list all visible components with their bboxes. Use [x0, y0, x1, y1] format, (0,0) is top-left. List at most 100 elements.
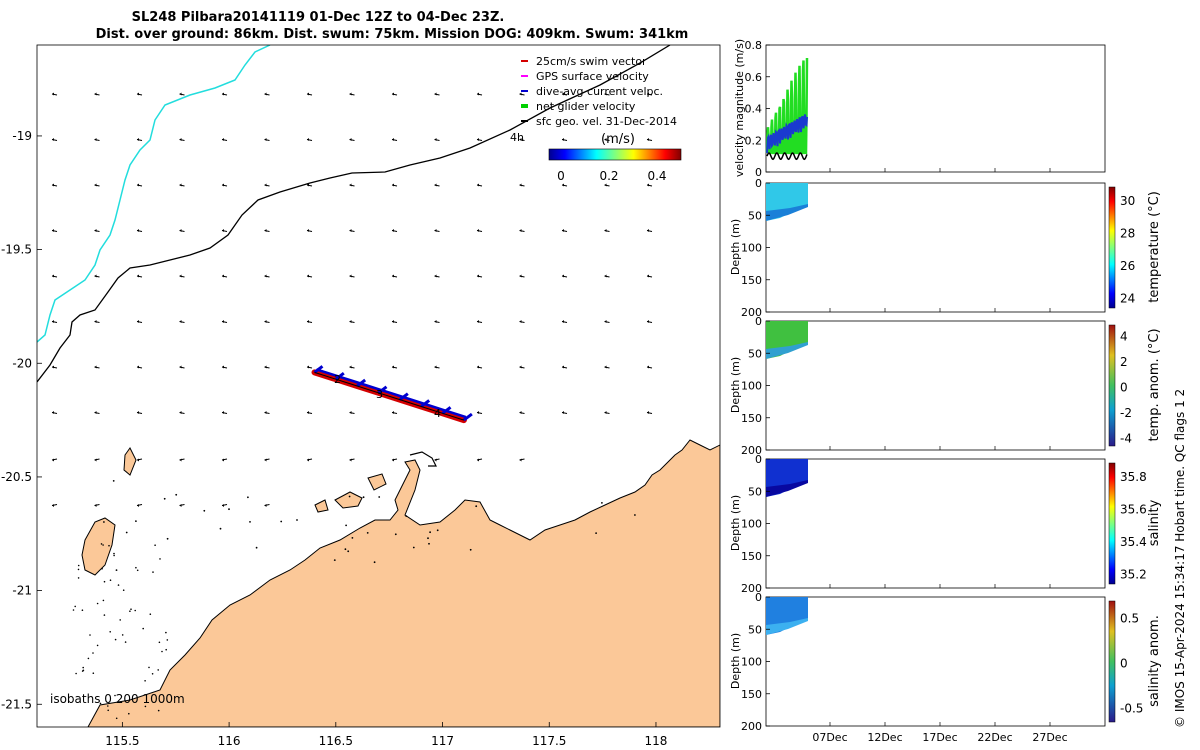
time-axis-ticks: 07Dec 12Dec 17Dec 22Dec 27Dec: [812, 168, 1068, 744]
series-sfc-velocity: [766, 152, 808, 161]
profile-data-deep: [766, 480, 808, 497]
day-label-2: 2: [334, 373, 341, 386]
profile-ytick: 0: [755, 315, 762, 328]
time-tick-3: 22Dec: [977, 731, 1012, 744]
profile-cbtick: 4: [1120, 330, 1128, 344]
profile-cblabel: temp. anom. (°C): [1147, 328, 1162, 441]
legend-entry-1: GPS surface velocity: [536, 70, 649, 83]
velocity-ylabel: velocity magnitude (m/s): [733, 39, 746, 177]
time-tick-4: 27Dec: [1032, 731, 1067, 744]
profile-panel-salinity-anom: 0 50 100 150 200 Depth (m) -0.5 0 0.5 salinity an…: [729, 591, 1162, 733]
profile-cbtick: -4: [1120, 431, 1132, 445]
profile-cbtick: 35.6: [1120, 502, 1147, 516]
profile-ylabel: Depth (m): [729, 495, 742, 551]
map-ytick-1: -19.5: [1, 243, 32, 257]
profile-ytick: 0: [755, 453, 762, 466]
profile-cbtick: 24: [1120, 291, 1135, 305]
map-xtick-2: 116.5: [319, 734, 353, 748]
profile-ytick: 200: [741, 306, 762, 319]
profile-cblabel: temperature (°C): [1147, 191, 1162, 303]
profile-ylabel: Depth (m): [729, 633, 742, 689]
map-xticks: 115.5 116 116.5 117 117.5 118: [105, 722, 667, 748]
profile-ytick: 50: [748, 485, 762, 498]
track-current-vectors: [316, 368, 467, 419]
profile-ytick: 50: [748, 209, 762, 222]
map-xtick-1: 116: [218, 734, 241, 748]
profile-ytick: 100: [741, 242, 762, 255]
map-ytick-0: -19: [12, 129, 32, 143]
map-ytick-4: -21: [12, 584, 32, 598]
contour-label: 4h: [510, 131, 524, 144]
island-a: [334, 491, 363, 509]
profile-cbtick: 0: [1120, 381, 1128, 395]
time-tick-2: 17Dec: [922, 731, 957, 744]
profile-axes: [765, 458, 1106, 589]
track-point: [441, 406, 452, 415]
track-point: [313, 365, 324, 374]
profile-ytick: 100: [741, 380, 762, 393]
island-c: [314, 499, 329, 513]
island-d: [123, 447, 137, 476]
profile-data-deep: [766, 342, 808, 359]
velocity-ytick-1: 0.2: [745, 134, 763, 147]
colorbar-gradient: [548, 148, 682, 161]
profile-ytick: 100: [741, 656, 762, 669]
title-line-2: Dist. over ground: 86km. Dist. swum: 75k…: [96, 27, 689, 42]
profile-axes: [765, 320, 1106, 451]
profile-ytick: 100: [741, 518, 762, 531]
time-tick-0: 07Dec: [812, 731, 847, 744]
velocity-ytick-0: 0: [755, 166, 762, 179]
profile-cbtick: 0.5: [1120, 612, 1139, 626]
map-axes: [36, 44, 721, 728]
colorbar-tick-2: 0.4: [647, 169, 666, 183]
profile-panel-temperature: 0 50 100 150 200 Depth (m) 24 26 28 30 temperature…: [729, 177, 1162, 319]
profile-data-deep: [766, 618, 808, 635]
legend-entry-2: dive-avg current velpc.: [536, 85, 663, 98]
track-point: [398, 392, 409, 401]
profile-ylabel: Depth (m): [729, 219, 742, 275]
land-mass: [87, 439, 720, 727]
map-xtick-4: 117.5: [532, 734, 566, 748]
footer-credit: © IMOS 15-Apr-2024 15:34:17 Hobart time.…: [1173, 389, 1187, 728]
island-b: [367, 473, 387, 491]
track-point: [420, 399, 431, 408]
map-legend: 25cm/s swim vector GPS surface velocity di…: [521, 55, 677, 128]
velocity-axes: [765, 44, 1106, 173]
legend-entry-4: sfc geo. vel. 31-Dec-2014: [536, 115, 677, 128]
profile-cbtick: 28: [1120, 226, 1135, 240]
map-ytick-5: -21.5: [1, 697, 32, 711]
track-point: [377, 385, 388, 395]
velocity-ytick-4: 0.8: [745, 39, 763, 52]
title-line-1: SL248 Pilbara20141119 01-Dec 12Z to 04-D…: [132, 10, 505, 25]
isobath-200m: [37, 45, 271, 343]
profile-panel-temp-anom: 0 50 100 150 200 Depth (m) -4 -2 0 2 4 temp. anom. …: [729, 315, 1162, 457]
legend-entry-0: 25cm/s swim vector: [536, 55, 647, 68]
map-xtick-3: 117: [431, 734, 454, 748]
profile-panel-salinity: 0 50 100 150 200 Depth (m) 35.2 35.4 35.6 35.8 sal…: [729, 453, 1162, 595]
profile-ytick: 0: [755, 177, 762, 190]
profile-cbtick: -0.5: [1120, 702, 1143, 716]
map-xtick-5: 118: [645, 734, 668, 748]
peninsula-spit: [409, 451, 437, 467]
speed-colorbar: (m/s) 0 0.2 0.4: [548, 132, 682, 183]
profile-cbtick: 30: [1120, 194, 1135, 208]
profile-ytick: 0: [755, 591, 762, 604]
series-current-velocity: [766, 114, 808, 153]
profile-colorbar: [1108, 600, 1116, 723]
profile-ytick: 150: [741, 550, 762, 563]
series-net-velocity: [765, 57, 809, 155]
track-point: [334, 371, 345, 381]
profile-data-deep: [766, 204, 808, 221]
profile-cbtick: 35.8: [1120, 470, 1147, 484]
profile-ytick: 200: [741, 582, 762, 595]
legend-entry-3: net glider velocity: [536, 100, 636, 113]
profile-cbtick: 35.4: [1120, 535, 1147, 549]
day-label-3: 3: [376, 388, 383, 401]
track-point: [462, 412, 473, 422]
profile-axes: [765, 182, 1106, 313]
map-ytick-2: -20: [12, 356, 32, 370]
reef-dots: [72, 480, 636, 720]
profile-cbtick: 0: [1120, 657, 1128, 671]
